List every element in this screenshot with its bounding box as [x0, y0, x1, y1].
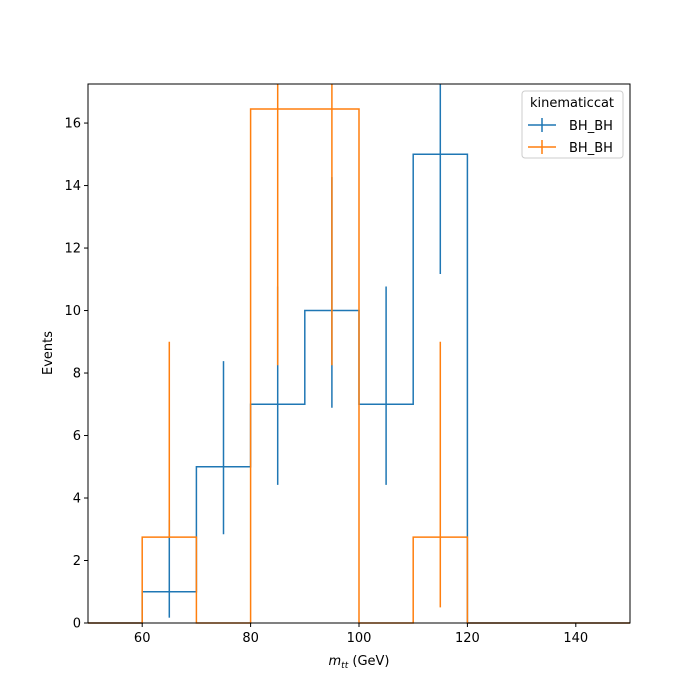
x-axis-label-main: m — [329, 654, 342, 669]
x-axis-label-unit: (GeV) — [348, 654, 389, 669]
y-tick-label: 10 — [64, 304, 81, 319]
legend-label: BH_BH — [569, 119, 613, 134]
legend-entry-2: BH_BH — [528, 140, 613, 156]
legend-entry-1: BH_BH — [528, 118, 613, 134]
x-tick-label: 100 — [347, 631, 372, 646]
x-tick-label: 120 — [455, 631, 480, 646]
y-axis-label: Events — [41, 331, 56, 375]
legend-label: BH_BH — [569, 141, 613, 156]
y-tick-label: 4 — [73, 492, 81, 507]
x-tick-label: 140 — [563, 631, 588, 646]
y-tick-label: 6 — [73, 429, 81, 444]
x-tick-label: 80 — [242, 631, 259, 646]
legend-title: kinematiccat — [530, 96, 614, 111]
legend-box — [521, 90, 624, 159]
y-tick-label: 0 — [73, 617, 81, 632]
y-axis-ticks: 0 2 4 6 8 10 12 14 16 — [64, 117, 88, 632]
y-tick-label: 2 — [73, 554, 81, 569]
x-axis-label: mtt (GeV) — [329, 654, 390, 671]
legend-entries: BH_BH BH_BH — [528, 118, 613, 156]
y-tick-label: 14 — [64, 179, 81, 194]
y-tick-label: 8 — [73, 367, 81, 382]
x-tick-label: 60 — [134, 631, 151, 646]
legend: kinematiccat BH_BH BH_BH — [521, 90, 624, 159]
axes-frame — [87, 83, 631, 624]
y-tick-label: 12 — [64, 242, 81, 257]
x-axis-ticks: 60 80 100 120 140 — [134, 623, 588, 646]
x-axis-label-subscript: tt — [341, 661, 349, 671]
y-tick-label: 16 — [64, 117, 81, 132]
